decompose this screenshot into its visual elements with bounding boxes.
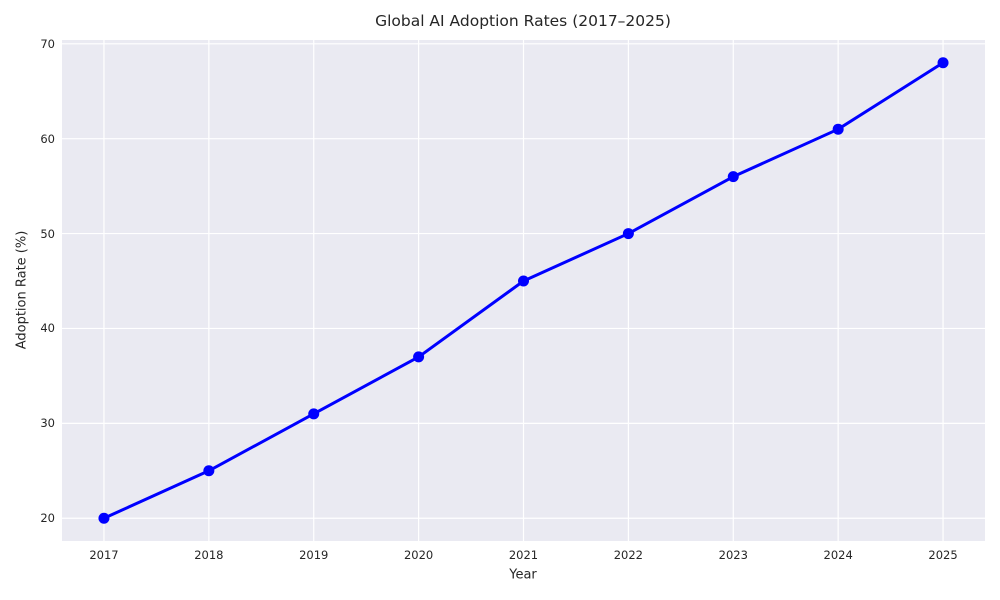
data-point — [203, 465, 215, 477]
x-tick-label: 2017 — [89, 548, 119, 562]
x-tick-label: 2025 — [928, 548, 958, 562]
y-tick-label: 60 — [40, 131, 55, 146]
data-point — [727, 171, 739, 183]
x-tick-label: 2018 — [194, 548, 224, 562]
x-axis-label: Year — [509, 567, 537, 583]
data-point — [518, 275, 529, 287]
y-tick-label: 40 — [40, 321, 55, 336]
data-point — [622, 228, 634, 240]
data-point — [832, 123, 844, 135]
data-point — [413, 351, 425, 363]
x-tick-label: 2024 — [823, 548, 853, 562]
y-tick-label: 70 — [40, 36, 55, 51]
data-point — [98, 512, 110, 524]
x-tick-label: 2022 — [613, 548, 644, 562]
x-tick-label: 2021 — [508, 548, 539, 562]
chart-title: Global AI Adoption Rates (2017–2025) — [375, 12, 671, 30]
y-tick-label: 50 — [40, 226, 55, 241]
x-tick-label: 2019 — [299, 548, 329, 562]
y-tick-label: 30 — [40, 416, 55, 431]
data-point — [937, 57, 949, 69]
y-tick-label: 20 — [40, 511, 55, 526]
data-point — [308, 408, 320, 420]
line-plot-svg — [62, 40, 985, 541]
x-tick-label: 2023 — [718, 548, 748, 562]
plot-area — [62, 40, 985, 541]
x-tick-label: 2020 — [403, 548, 434, 562]
